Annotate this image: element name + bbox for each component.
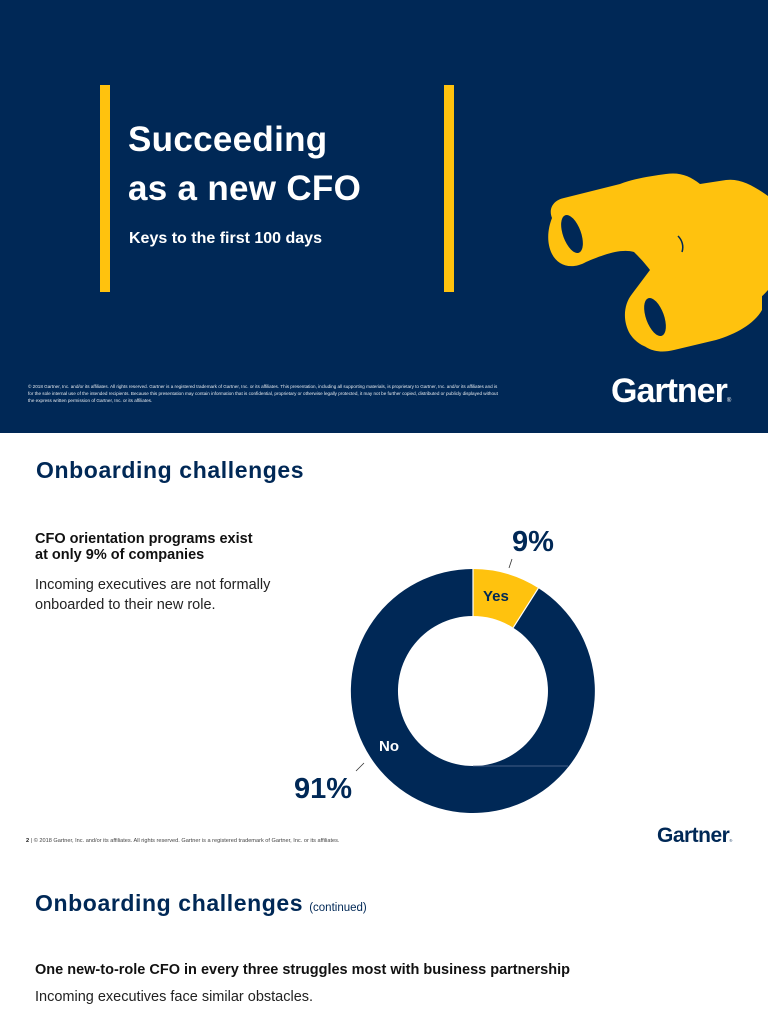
slide-footer: 2 | © 2018 Gartner, Inc. and/or its affi… — [26, 838, 340, 844]
gartner-logo: Gartner® — [611, 372, 731, 411]
key-finding: One new-to-role CFO in every three strug… — [35, 962, 570, 978]
left-accent-bar — [100, 85, 110, 292]
logo-text: Gartner — [657, 824, 730, 847]
logo-text: Gartner — [611, 372, 728, 410]
slide-heading: Onboarding challenges (continued) — [35, 890, 367, 917]
donut-segment-no — [350, 568, 595, 813]
slide-heading: Onboarding challenges — [36, 457, 305, 483]
continued-note: (continued) — [309, 902, 367, 914]
key-finding-line-2: at only 9% of companies — [35, 547, 205, 563]
title-line-1: Succeeding — [128, 120, 328, 159]
heading-text: Onboarding challenges — [35, 890, 304, 916]
right-accent-bar — [444, 85, 454, 292]
key-finding: CFO orientation programs exist at only 9… — [35, 531, 253, 563]
gartner-logo-small: Gartner® — [657, 824, 732, 848]
key-finding-line-1: CFO orientation programs exist — [35, 531, 253, 547]
registered-mark: ® — [726, 398, 732, 404]
svg-text:No: No — [379, 738, 399, 755]
footer-separator: | — [29, 838, 34, 844]
title-slide: Succeeding as a new CFO Keys to the firs… — [0, 0, 768, 433]
yes-percentage-label: 9% — [512, 526, 554, 558]
no-percentage-label: 91% — [294, 773, 353, 805]
title-line-2: as a new CFO — [128, 169, 362, 208]
description-line-1: Incoming executives are not formally — [35, 577, 271, 593]
slide-title: Succeeding as a new CFO — [128, 115, 361, 213]
finding-description: Incoming executives face similar obstacl… — [35, 989, 314, 1005]
finding-description: Incoming executives are not formally onb… — [35, 575, 270, 615]
page-number: 2 — [26, 838, 30, 844]
binoculars-icon — [548, 173, 768, 352]
registered-mark: ® — [729, 838, 732, 843]
copyright-notice: © 2018 Gartner, Inc. and/or its affiliat… — [28, 384, 498, 403]
footer-copyright: © 2018 Gartner, Inc. and/or its affiliat… — [33, 838, 340, 844]
slide-subtitle: Keys to the first 100 days — [129, 230, 322, 247]
svg-text:Yes: Yes — [483, 588, 509, 605]
description-line-2: onboarded to their new role. — [35, 597, 216, 613]
donut-chart: Yes No — [350, 558, 595, 813]
